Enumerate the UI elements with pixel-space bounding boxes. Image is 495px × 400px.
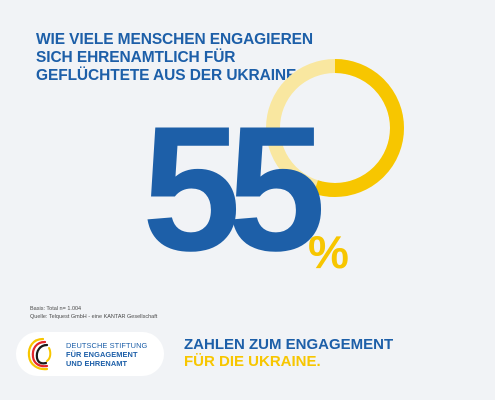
question-line-2: SICH EHRENAMTLICH FÜR: [36, 49, 236, 66]
foundation-name-line-2: FÜR ENGAGEMENT: [66, 350, 138, 359]
foundation-name-line-1: DEUTSCHE STIFTUNG: [66, 341, 148, 350]
foundation-logo-icon: [27, 337, 52, 371]
question-line-1: WIE VIELE MENSCHEN ENGAGIEREN: [36, 31, 313, 48]
stat-value: 55: [142, 89, 326, 288]
progress-ring: [266, 59, 404, 197]
source-text: Quelle: Telquest GmbH - eine KANTAR Gese…: [30, 314, 158, 320]
footer-headline: ZAHLEN ZUM ENGAGEMENT FÜR DIE UKRAINE.: [184, 336, 484, 370]
question-line-3: GEFLÜCHTETE AUS DER UKRAINE?: [36, 67, 306, 84]
basis-text: Basis: Total n= 1.004: [30, 306, 82, 312]
footer-line-2: FÜR DIE UKRAINE.: [184, 353, 321, 370]
foundation-name: DEUTSCHE STIFTUNG FÜR ENGAGEMENT UND EHR…: [66, 341, 147, 368]
foundation-logo[interactable]: DEUTSCHE STIFTUNG FÜR ENGAGEMENT UND EHR…: [16, 332, 164, 376]
footer-line-1: ZAHLEN ZUM ENGAGEMENT: [184, 336, 394, 353]
source-note: Basis: Total n= 1.004 Quelle: Telquest G…: [30, 305, 157, 321]
progress-ring-fill: [266, 59, 404, 197]
question-heading: WIE VIELE MENSCHEN ENGAGIEREN SICH EHREN…: [36, 31, 336, 85]
stat-unit: %: [308, 226, 349, 278]
foundation-name-line-3: UND EHRENAMT: [66, 359, 128, 368]
